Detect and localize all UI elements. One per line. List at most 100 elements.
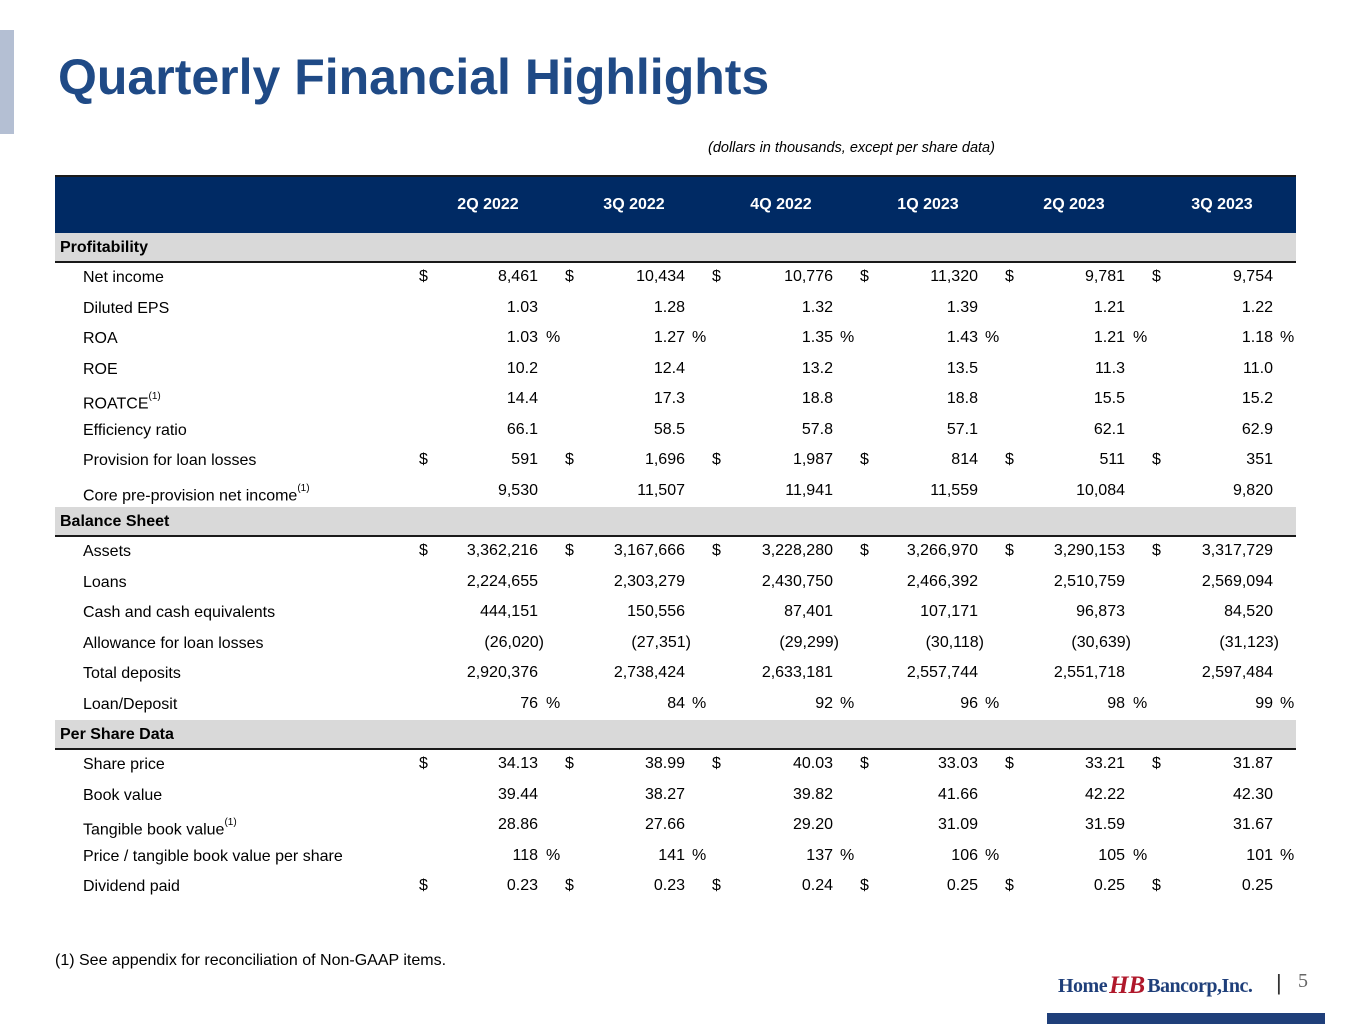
cell-value: 1.27 <box>653 329 685 346</box>
column-header-4: 2Q 2023 <box>1043 196 1105 213</box>
percent-symbol: % <box>546 329 561 346</box>
table-row: Tangible book value(1) 28.86 27.66 29.20 31.… <box>55 811 1296 842</box>
section-header: Per Share Data <box>55 720 1296 750</box>
table-row: ROATCE(1) 14.4 17.3 18.8 18.8 15.5 15.2 <box>55 385 1296 416</box>
logo-home-text: Home <box>1058 974 1108 997</box>
cell-value: 76 <box>520 694 538 712</box>
row-label-text: Loan/Deposit <box>83 695 178 713</box>
row-label: Loans <box>83 568 127 598</box>
row-label: Assets <box>83 537 131 567</box>
percent-symbol: % <box>1280 329 1295 346</box>
row-label-text: Tangible book value <box>83 821 225 839</box>
cell-value: 57.1 <box>946 420 978 438</box>
row-label-text: Dividend paid <box>83 878 180 895</box>
currency-symbol: $ <box>860 451 869 468</box>
cell-value: 41.66 <box>937 785 978 803</box>
cell-value: 0.25 <box>1093 877 1125 894</box>
cell-value: 107,171 <box>920 603 978 620</box>
percent-symbol: % <box>985 329 1000 346</box>
table-row: Diluted EPS 1.03 1.28 1.32 1.39 1.21 1.22 <box>55 294 1296 325</box>
cell-value: 11.0 <box>1243 359 1273 377</box>
cell-value: 1.35 <box>801 329 833 346</box>
cell-value: 0.25 <box>1241 877 1273 894</box>
cell-value: 99 <box>1255 694 1273 712</box>
cell-value: 3,167,666 <box>613 542 685 559</box>
currency-symbol: $ <box>1005 755 1014 772</box>
cell-value: 11,941 <box>785 481 833 499</box>
cell-value: 351 <box>1246 451 1273 468</box>
row-label-text: Assets <box>83 543 132 560</box>
row-label-text: Provision for loan losses <box>83 452 257 469</box>
cell-value: (30,118) <box>925 633 984 651</box>
row-label: Tangible book value(1) <box>83 811 237 845</box>
column-header-1: 3Q 2022 <box>603 196 665 213</box>
row-label-text: Diluted EPS <box>83 299 170 317</box>
currency-symbol: $ <box>565 542 574 559</box>
row-label: Core pre-provision net income(1) <box>83 477 310 511</box>
cell-value: 0.23 <box>653 877 685 894</box>
cell-value: 96 <box>960 694 978 712</box>
cell-value: 42.22 <box>1084 785 1125 803</box>
cell-value: 2,633,181 <box>761 664 833 681</box>
cell-value: 11,559 <box>930 481 978 499</box>
row-label: Book value <box>83 781 162 811</box>
percent-symbol: % <box>546 846 561 864</box>
percent-symbol: % <box>1133 329 1148 346</box>
cell-value: (26,020) <box>484 633 544 651</box>
row-label: Loan/Deposit <box>83 690 177 720</box>
column-header-2: 4Q 2022 <box>750 196 812 213</box>
currency-symbol: $ <box>712 755 721 772</box>
table-row: Share price $34.13 $38.99 $40.03 $33.03 $33.2… <box>55 750 1296 781</box>
units-note: (dollars in thousands, except per share … <box>708 140 995 156</box>
table-row: ROA 1.03% 1.27% 1.35% 1.43% 1.21% 1.18% <box>55 324 1296 355</box>
cell-value: 1,696 <box>644 451 685 468</box>
row-label: Diluted EPS <box>83 294 169 324</box>
row-label-text: Allowance for loan losses <box>83 634 264 652</box>
section-header: Balance Sheet <box>55 507 1296 537</box>
currency-symbol: $ <box>1005 268 1014 285</box>
cell-value: 2,303,279 <box>613 572 685 590</box>
cell-value: 814 <box>951 451 978 468</box>
cell-value: 98 <box>1107 694 1125 712</box>
table-row: Total deposits 2,920,376 2,738,424 2,633,18… <box>55 659 1296 690</box>
cell-value: 1,987 <box>792 451 833 468</box>
cell-value: 2,569,094 <box>1201 572 1273 590</box>
cell-value: 1.21 <box>1093 329 1125 346</box>
table-header: 2Q 2022 3Q 2022 4Q 2022 1Q 2023 2Q 2023 3Q 20… <box>55 175 1296 233</box>
percent-symbol: % <box>692 329 707 346</box>
row-label: Share price <box>83 750 165 780</box>
cell-value: 1.39 <box>946 298 978 316</box>
currency-symbol: $ <box>1005 877 1014 894</box>
cell-value: 18.8 <box>801 390 833 407</box>
cell-value: 3,362,216 <box>466 542 538 559</box>
cell-value: 84,520 <box>1224 603 1273 620</box>
cell-value: 150,556 <box>627 603 685 620</box>
cell-value: 10.2 <box>506 359 538 377</box>
percent-symbol: % <box>1280 846 1295 864</box>
percent-symbol: % <box>546 694 561 712</box>
row-label-text: Total deposits <box>83 665 181 682</box>
cell-value: 118 <box>512 846 538 864</box>
cell-value: 87,401 <box>784 603 833 620</box>
cell-value: 1.21 <box>1093 298 1125 316</box>
table-row: Efficiency ratio 66.1 58.5 57.8 57.1 62.1 62.9 <box>55 416 1296 447</box>
row-label-text: ROA <box>83 330 118 347</box>
table-row: Loan/Deposit 76% 84% 92% 96% 98% 99% <box>55 690 1296 721</box>
percent-symbol: % <box>985 694 1000 712</box>
cell-value: 2,597,484 <box>1201 664 1273 681</box>
currency-symbol: $ <box>565 451 574 468</box>
currency-symbol: $ <box>419 877 428 894</box>
percent-symbol: % <box>840 694 855 712</box>
cell-value: 1.32 <box>801 298 833 316</box>
row-label: Cash and cash equivalents <box>83 598 275 628</box>
page-number: 5 <box>1298 970 1308 992</box>
financial-table: 2Q 2022 3Q 2022 4Q 2022 1Q 2023 2Q 2023 3Q 20… <box>55 175 1296 903</box>
cell-value: 3,317,729 <box>1201 542 1273 559</box>
percent-symbol: % <box>1133 694 1148 712</box>
row-label: Total deposits <box>83 659 181 689</box>
cell-value: 10,776 <box>784 268 833 285</box>
column-header-3: 1Q 2023 <box>897 196 959 213</box>
cell-value: 9,781 <box>1084 268 1125 285</box>
cell-value: 2,430,750 <box>761 572 833 590</box>
cell-value: 31.59 <box>1084 816 1125 833</box>
